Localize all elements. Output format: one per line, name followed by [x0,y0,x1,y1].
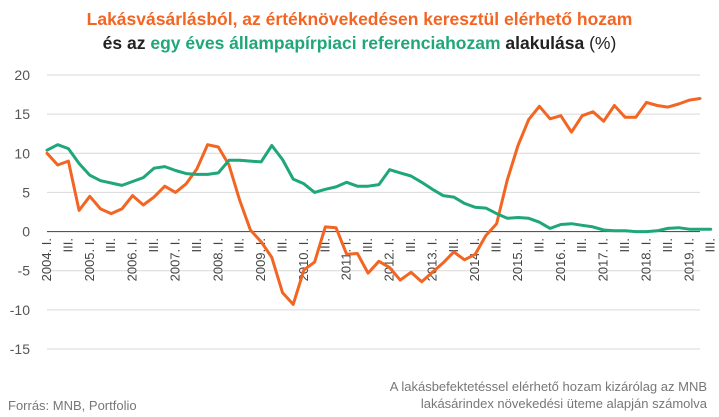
note-line-2: lakásárindex növekedési üteme alapján sz… [420,396,707,411]
title-unit: (%) [589,33,617,53]
x-tick-label: 2007. I. [167,238,182,281]
title-prefix: és az [102,33,146,53]
y-tick-label: -10 [10,302,30,318]
x-axis-ticks: 2004. I. III. 2005. I. III. 2006. I. III. 2007… [39,238,718,281]
x-tick-label: 2006. I. [125,238,140,281]
x-tick-label: III. [660,238,675,252]
x-tick-label: III. [574,238,589,252]
x-tick-label: 2018. I. [638,238,653,281]
x-tick-label: 2010. I. [296,238,311,281]
x-tick-label: 2004. I. [39,238,54,281]
x-tick-label: 2016. I. [553,238,568,281]
x-tick-label: 2005. I. [82,238,97,281]
x-tick-label: III. [617,238,632,252]
y-tick-label: -15 [10,341,30,357]
x-tick-label: III. [275,238,290,252]
source-text: Forrás: MNB, Portfolio [8,398,137,413]
title-suffix: alakulása [505,33,585,53]
methodology-note: A lakásbefektetéssel elérhető hozam kizá… [390,378,707,412]
y-tick-label: 20 [14,67,30,83]
y-tick-label: 5 [22,184,30,200]
y-tick-label: -5 [18,263,31,279]
x-tick-label: III. [703,238,718,252]
chart-title-line1: Lakásvásárlásból, az értéknövekedésen ke… [86,9,633,29]
y-tick-label: 0 [22,224,30,240]
x-tick-label: 2009. I. [253,238,268,281]
x-tick-label: 2008. I. [210,238,225,281]
x-tick-label: 2017. I. [596,238,611,281]
x-tick-label: 2013. I. [424,238,439,281]
y-tick-label: 15 [14,106,30,122]
x-tick-label: III. [103,238,118,252]
x-tick-label: III. [146,238,161,252]
series-lines [45,97,713,306]
x-tick-label: III. [531,238,546,252]
x-tick-label: III. [360,238,375,252]
x-tick-label: III. [446,238,461,252]
x-tick-label: III. [489,238,504,252]
series-line-1 [45,143,713,234]
x-tick-label: 2019. I. [681,238,696,281]
note-line-1: A lakásbefektetéssel elérhető hozam kizá… [389,379,707,394]
x-tick-label: 2015. I. [510,238,525,281]
x-tick-label: III. [189,238,204,252]
x-tick-label: III. [60,238,75,252]
series-line-0 [45,97,702,306]
x-tick-label: III. [403,238,418,252]
x-tick-label: III. [232,238,247,252]
y-axis-ticks: -15 -10 -5 0 5 10 15 20 [10,67,30,357]
y-tick-label: 10 [14,145,30,161]
grid-lines [47,74,700,350]
chart-title-line2: és az egy éves állampapírpiaci referenci… [0,32,719,54]
x-tick-label: 2011. I. [339,238,354,280]
title-green-series: egy éves állampapírpiaci referenciahozam [150,33,501,53]
